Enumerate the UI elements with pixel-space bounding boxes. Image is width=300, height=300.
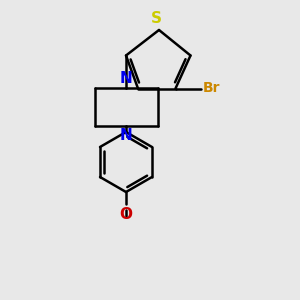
Text: Br: Br xyxy=(202,82,220,95)
Text: N: N xyxy=(120,71,132,86)
Text: N: N xyxy=(120,128,132,143)
Text: S: S xyxy=(151,11,162,26)
Text: O: O xyxy=(119,207,133,222)
